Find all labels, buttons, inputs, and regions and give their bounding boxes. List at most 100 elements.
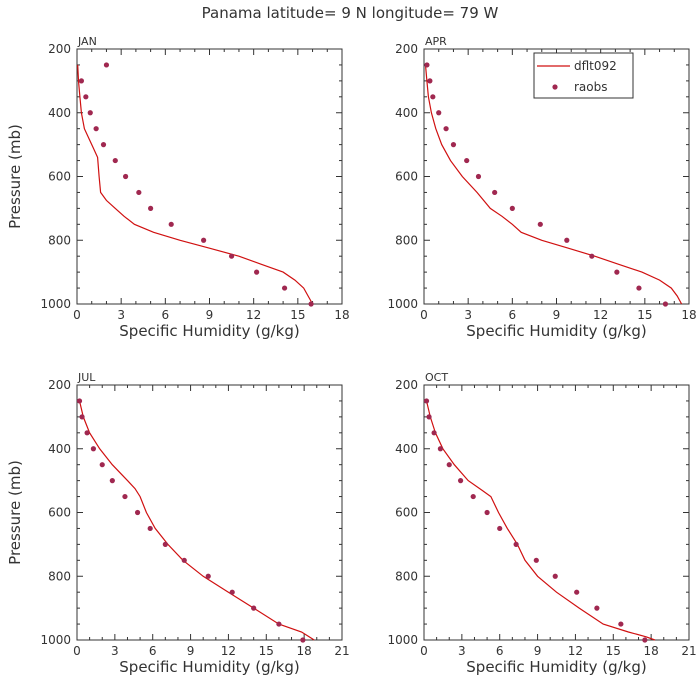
data-point-raobs bbox=[484, 509, 490, 516]
data-point-raobs bbox=[276, 621, 282, 627]
x-tick-label: 9 bbox=[187, 644, 195, 658]
data-point-raobs bbox=[589, 253, 595, 259]
y-tick-label: 400 bbox=[48, 442, 71, 456]
y-tick-label: 200 bbox=[48, 42, 71, 56]
data-point-raobs bbox=[450, 142, 457, 148]
data-point-raobs bbox=[424, 62, 430, 68]
data-point-raobs bbox=[574, 589, 580, 595]
x-tick-label: 12 bbox=[221, 644, 236, 658]
data-point-raobs bbox=[618, 621, 624, 627]
data-point-raobs bbox=[147, 525, 153, 532]
data-point-raobs bbox=[83, 94, 89, 100]
legend-box bbox=[533, 52, 634, 99]
data-point-raobs bbox=[426, 414, 432, 420]
data-point-raobs bbox=[134, 509, 141, 516]
data-point-raobs bbox=[537, 221, 543, 227]
y-tick-label: 600 bbox=[48, 506, 71, 520]
panel-jul: JUL 0 3 6 9 12 15 18 21 200 400 600 800 1000 Specific … bbox=[6, 371, 350, 676]
x-tick-label: 21 bbox=[681, 644, 696, 658]
y-tick-label: 600 bbox=[48, 170, 71, 184]
data-point-raobs bbox=[464, 157, 470, 164]
x-tick-label: 6 bbox=[149, 644, 157, 658]
x-tick-label: 18 bbox=[334, 308, 349, 322]
x-tick-label: 6 bbox=[509, 308, 517, 322]
data-point-raobs bbox=[636, 285, 642, 291]
data-point-raobs bbox=[201, 237, 207, 243]
x-tick-label: 15 bbox=[290, 308, 305, 322]
series-line-dflt092 bbox=[77, 64, 314, 305]
data-point-raobs bbox=[492, 189, 498, 196]
y-tick-label: 600 bbox=[395, 506, 418, 520]
x-tick-label: 0 bbox=[73, 308, 81, 322]
data-point-raobs bbox=[254, 269, 260, 275]
data-point-raobs bbox=[427, 78, 433, 84]
data-point-raobs bbox=[594, 605, 600, 611]
data-point-raobs bbox=[100, 142, 107, 148]
y-tick-label: 200 bbox=[395, 42, 418, 56]
plot-frame bbox=[76, 48, 343, 305]
data-point-raobs bbox=[87, 110, 93, 116]
data-point-raobs bbox=[436, 110, 442, 116]
y-tick-label: 1000 bbox=[387, 297, 418, 311]
x-tick-label: 0 bbox=[420, 308, 428, 322]
x-tick-label: 6 bbox=[162, 308, 170, 322]
x-tick-label: 15 bbox=[259, 644, 274, 658]
y-tick-label: 800 bbox=[395, 569, 418, 583]
data-point-raobs bbox=[112, 157, 118, 164]
legend-point-swatch bbox=[552, 84, 558, 90]
x-tick-label: 6 bbox=[496, 644, 504, 658]
data-point-raobs bbox=[162, 541, 168, 547]
legend: dflt092 raobs bbox=[533, 52, 634, 99]
x-tick-label: 15 bbox=[637, 308, 652, 322]
y-tick-label: 200 bbox=[395, 378, 418, 392]
x-tick-label: 9 bbox=[206, 308, 214, 322]
data-point-raobs bbox=[228, 253, 235, 259]
plot-frame bbox=[423, 384, 690, 641]
x-tick-label: 12 bbox=[568, 644, 583, 658]
x-axis-label: Specific Humidity (g/kg) bbox=[466, 322, 646, 340]
data-point-raobs bbox=[93, 126, 99, 132]
legend-label-obs: raobs bbox=[574, 80, 608, 94]
data-point-raobs bbox=[78, 78, 85, 84]
y-tick-label: 400 bbox=[395, 106, 418, 120]
x-axis-label: Specific Humidity (g/kg) bbox=[119, 322, 299, 340]
data-point-raobs bbox=[662, 301, 669, 307]
data-point-raobs bbox=[205, 573, 211, 579]
data-point-raobs bbox=[509, 205, 515, 211]
x-tick-label: 15 bbox=[606, 644, 621, 658]
x-tick-label: 12 bbox=[593, 308, 608, 322]
y-tick-label: 800 bbox=[48, 569, 71, 583]
y-axis-label: Pressure (mb) bbox=[6, 460, 24, 565]
y-axis-label: Pressure (mb) bbox=[6, 124, 24, 229]
data-point-raobs bbox=[251, 605, 257, 611]
data-point-raobs bbox=[614, 269, 620, 275]
data-point-raobs bbox=[642, 637, 648, 643]
data-point-raobs bbox=[308, 301, 314, 307]
x-tick-label: 9 bbox=[534, 644, 542, 658]
data-point-raobs bbox=[430, 94, 436, 100]
data-point-raobs bbox=[446, 462, 452, 468]
x-tick-label: 9 bbox=[553, 308, 561, 322]
y-tick-label: 800 bbox=[395, 233, 418, 247]
x-tick-label: 12 bbox=[246, 308, 261, 322]
series-line-dflt092 bbox=[78, 400, 315, 641]
data-point-raobs bbox=[513, 541, 519, 547]
data-point-raobs bbox=[431, 430, 437, 436]
data-point-raobs bbox=[229, 589, 235, 595]
x-tick-label: 3 bbox=[464, 308, 472, 322]
data-point-raobs bbox=[552, 573, 558, 579]
data-point-raobs bbox=[103, 62, 110, 68]
data-point-raobs bbox=[470, 493, 476, 500]
data-point-raobs bbox=[564, 237, 570, 243]
data-point-raobs bbox=[457, 478, 464, 484]
panel-oct: OCT 0 3 6 9 12 15 18 21 200 400 600 800 1000 Specific … bbox=[387, 371, 696, 676]
y-tick-label: 1000 bbox=[387, 633, 418, 647]
panel-label: APR bbox=[425, 35, 447, 48]
data-point-raobs bbox=[497, 525, 503, 532]
data-point-raobs bbox=[79, 414, 85, 420]
panel-label: OCT bbox=[425, 371, 448, 384]
data-point-raobs bbox=[109, 478, 115, 484]
data-point-raobs bbox=[423, 398, 430, 404]
panel-label: JAN bbox=[77, 35, 97, 48]
y-tick-label: 400 bbox=[395, 442, 418, 456]
